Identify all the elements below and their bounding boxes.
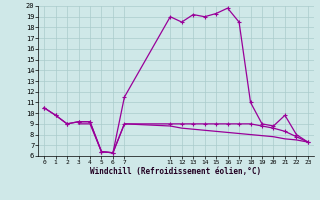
X-axis label: Windchill (Refroidissement éolien,°C): Windchill (Refroidissement éolien,°C) xyxy=(91,167,261,176)
